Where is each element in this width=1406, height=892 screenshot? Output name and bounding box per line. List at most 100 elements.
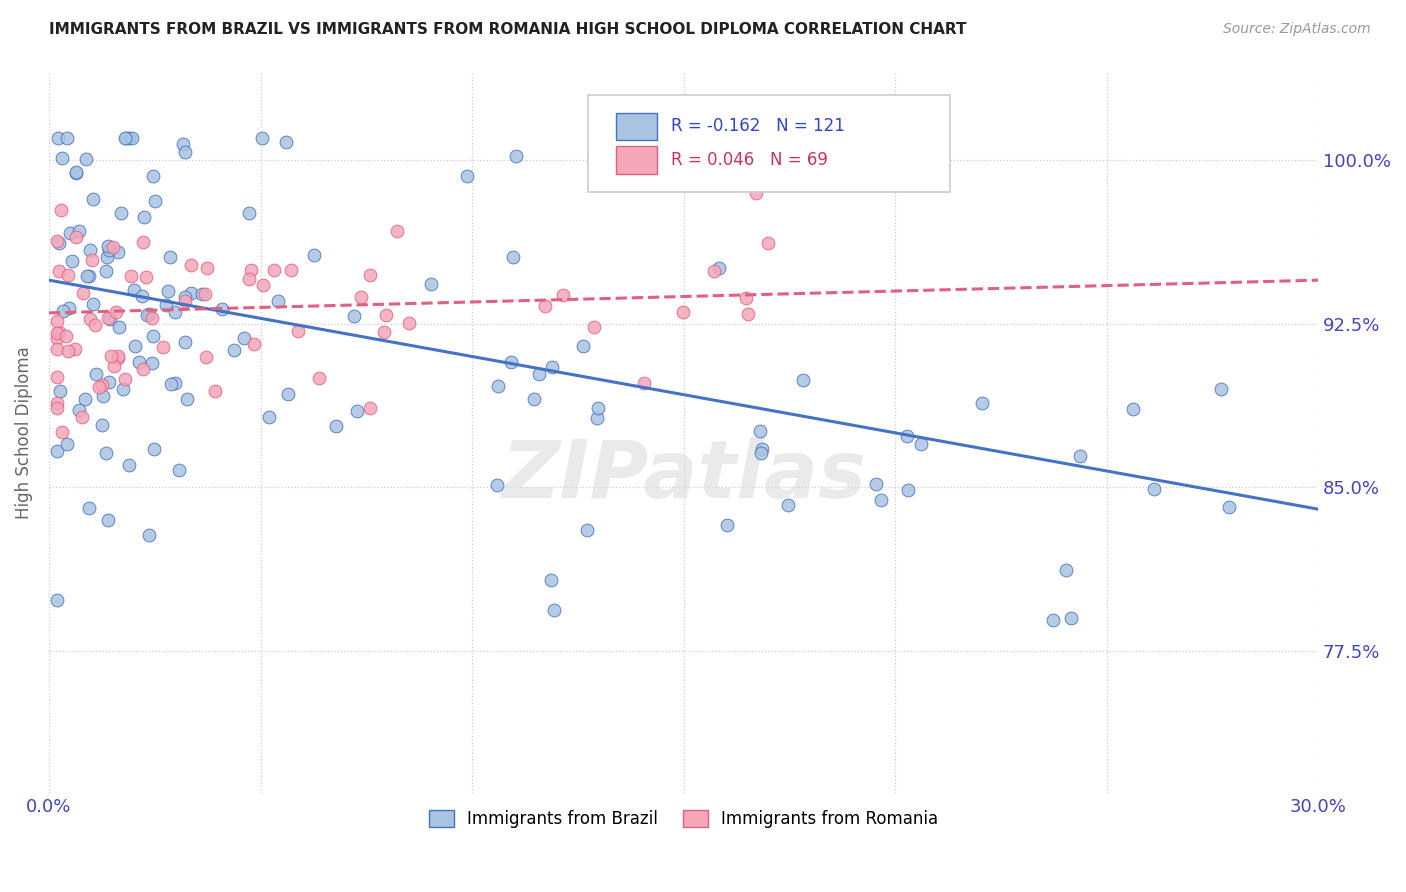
Point <box>756 236 779 251</box>
Point <box>174 290 197 304</box>
Point <box>176 392 198 407</box>
Text: R = -0.162   N = 121: R = -0.162 N = 121 <box>671 117 845 136</box>
Text: ZIPatlas: ZIPatlas <box>501 437 866 515</box>
Point <box>897 483 920 498</box>
Point <box>194 286 217 301</box>
Point <box>159 250 181 264</box>
Point <box>132 362 155 376</box>
Point <box>46 326 69 340</box>
Point <box>128 355 150 369</box>
Point <box>46 401 69 416</box>
Point <box>124 339 146 353</box>
Point <box>118 131 141 145</box>
Point <box>233 330 256 344</box>
Point <box>122 283 145 297</box>
Point <box>456 169 478 183</box>
Point <box>143 442 166 456</box>
Point <box>76 269 98 284</box>
Point <box>1054 563 1077 577</box>
Point <box>792 373 814 387</box>
Point <box>105 305 128 319</box>
Y-axis label: High School Diploma: High School Diploma <box>15 346 32 519</box>
Point <box>586 401 609 416</box>
Point <box>79 312 101 326</box>
Point <box>1042 613 1064 627</box>
Point <box>419 277 441 292</box>
Point <box>121 131 143 145</box>
Point <box>48 325 70 339</box>
Point <box>707 261 730 276</box>
Point <box>1122 402 1144 417</box>
Point <box>1069 450 1091 464</box>
Point <box>107 349 129 363</box>
Point <box>79 269 101 284</box>
Point <box>58 268 80 283</box>
Point <box>586 410 609 425</box>
Point <box>343 309 366 323</box>
Point <box>776 498 799 512</box>
Point <box>48 384 70 398</box>
Point <box>107 320 129 334</box>
Point <box>56 131 79 145</box>
Point <box>180 286 202 301</box>
Point <box>350 290 373 304</box>
Legend: Immigrants from Brazil, Immigrants from Romania: Immigrants from Brazil, Immigrants from … <box>422 803 945 835</box>
Point <box>263 262 285 277</box>
Point <box>46 444 69 458</box>
Point <box>160 377 183 392</box>
Point <box>134 210 156 224</box>
Point <box>72 286 94 301</box>
Point <box>541 360 564 375</box>
Point <box>505 149 527 163</box>
Point <box>98 312 121 326</box>
Point <box>1143 482 1166 496</box>
Point <box>72 409 94 424</box>
Point <box>138 528 160 542</box>
Point <box>224 343 246 357</box>
Point <box>259 410 281 425</box>
Point <box>527 367 550 381</box>
Point <box>502 250 524 264</box>
Point <box>46 370 69 384</box>
Point <box>90 378 112 392</box>
Point <box>499 354 522 368</box>
Point <box>155 297 177 311</box>
Point <box>870 493 893 508</box>
Point <box>131 289 153 303</box>
FancyBboxPatch shape <box>616 146 657 174</box>
Point <box>60 254 83 268</box>
Point <box>73 392 96 407</box>
Point <box>75 152 97 166</box>
Point <box>90 417 112 432</box>
Point <box>65 230 87 244</box>
Point <box>141 311 163 326</box>
Point <box>65 166 87 180</box>
Point <box>59 227 82 241</box>
Point <box>633 376 655 390</box>
Point <box>374 308 396 322</box>
Point <box>751 442 773 457</box>
Point <box>167 463 190 477</box>
Point <box>65 165 87 179</box>
Point <box>972 396 994 410</box>
Text: IMMIGRANTS FROM BRAZIL VS IMMIGRANTS FROM ROMANIA HIGH SCHOOL DIPLOMA CORRELATIO: IMMIGRANTS FROM BRAZIL VS IMMIGRANTS FRO… <box>49 22 967 37</box>
Point <box>120 268 142 283</box>
Point <box>67 403 90 417</box>
Point <box>211 301 233 316</box>
Point <box>101 240 124 254</box>
Point <box>91 389 114 403</box>
Point <box>46 131 69 145</box>
Point <box>94 446 117 460</box>
Point <box>141 356 163 370</box>
Point <box>749 424 772 438</box>
Point <box>238 272 260 286</box>
Point <box>114 372 136 386</box>
Point <box>387 224 409 238</box>
Point <box>138 307 160 321</box>
Point <box>97 239 120 253</box>
Point <box>132 235 155 249</box>
Point <box>195 350 218 364</box>
Point <box>172 137 194 152</box>
Point <box>250 131 273 145</box>
Point <box>46 234 69 248</box>
